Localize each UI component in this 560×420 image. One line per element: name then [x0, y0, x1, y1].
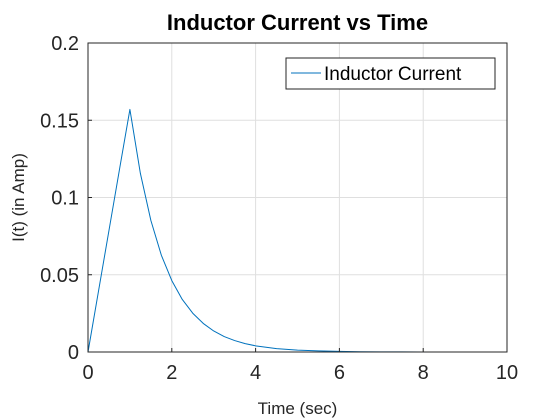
x-tick-label: 10 [496, 362, 518, 384]
ticks: 0 2 4 6 8 10 0 0.05 0.1 0.15 0.2 [40, 33, 518, 384]
x-axis-label: Time (sec) [258, 399, 338, 418]
y-tick-label: 0.15 [40, 110, 79, 132]
x-tick-label: 8 [418, 362, 429, 384]
x-tick-label: 6 [334, 362, 345, 384]
chart-title: Inductor Current vs Time [167, 10, 428, 35]
y-axis-label: I(t) (in Amp) [9, 153, 28, 242]
y-tick-label: 0.1 [51, 188, 79, 210]
x-tick-label: 2 [166, 362, 177, 384]
x-tick-label: 4 [250, 362, 261, 384]
y-tick-label: 0 [68, 342, 79, 364]
y-tick-label: 0.05 [40, 265, 79, 287]
legend-entry-inductor-current: Inductor Current [324, 64, 462, 85]
y-tick-label: 0.2 [51, 33, 79, 55]
legend: Inductor Current [285, 57, 496, 90]
x-tick-label: 0 [82, 362, 93, 384]
